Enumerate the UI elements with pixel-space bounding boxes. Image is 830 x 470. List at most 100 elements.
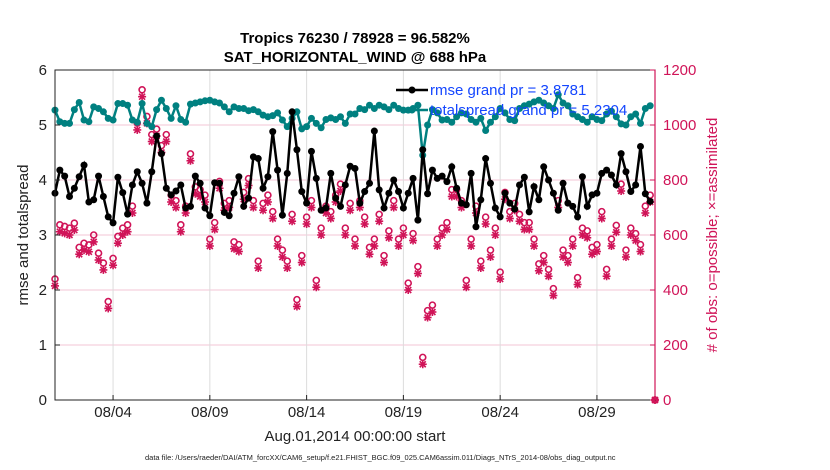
assimilated-marker bbox=[636, 247, 645, 256]
possible-marker bbox=[530, 235, 538, 243]
x-tick-label: 08/14 bbox=[288, 404, 326, 421]
totalspread-point bbox=[157, 96, 165, 104]
totalspread-point bbox=[75, 98, 83, 106]
asterisk-stroke bbox=[346, 206, 354, 214]
possible-marker bbox=[172, 196, 180, 205]
assimilated-marker bbox=[254, 264, 263, 272]
rmse-point bbox=[520, 173, 528, 181]
possible-marker bbox=[351, 235, 359, 243]
totalspread-point bbox=[293, 108, 301, 116]
grid bbox=[55, 70, 655, 400]
possible-marker bbox=[486, 246, 495, 254]
rmse-point bbox=[90, 196, 98, 204]
rmse-point bbox=[375, 186, 383, 194]
asterisk-stroke bbox=[182, 209, 190, 217]
asterisk-stroke bbox=[133, 126, 141, 134]
assimilated-marker bbox=[617, 187, 626, 195]
assimilated-marker bbox=[621, 253, 630, 261]
asterisk-stroke bbox=[390, 203, 398, 212]
assimilated-marker bbox=[84, 247, 93, 256]
rmse-point bbox=[380, 204, 388, 212]
possible-marker bbox=[433, 235, 442, 243]
assimilated-marker bbox=[476, 264, 485, 272]
possible-marker bbox=[443, 218, 451, 227]
y-tick-label: 5 bbox=[39, 117, 47, 134]
possible-marker bbox=[573, 273, 582, 282]
possible-marker bbox=[564, 251, 572, 260]
rmse-point bbox=[191, 172, 199, 180]
asterisk-stroke bbox=[491, 231, 499, 239]
possible-marker bbox=[109, 254, 117, 263]
asterisk-stroke bbox=[177, 228, 185, 236]
asterisk-stroke bbox=[365, 250, 374, 258]
asterisk-stroke bbox=[569, 242, 577, 250]
possible-marker bbox=[520, 218, 529, 227]
rmse-point bbox=[448, 163, 456, 171]
possible-marker bbox=[559, 246, 567, 254]
asterisk-stroke bbox=[574, 280, 582, 289]
asterisk-stroke bbox=[283, 264, 291, 272]
possible-marker bbox=[99, 259, 108, 267]
legend-rmse-label: rmse grand pr = 3.8781 bbox=[430, 82, 586, 99]
y-tick-label: 4 bbox=[39, 172, 47, 189]
possible-marker bbox=[593, 240, 601, 249]
possible-marker bbox=[114, 232, 122, 241]
rmse-point bbox=[143, 199, 151, 207]
assimilated-marker bbox=[607, 242, 616, 250]
rmse-point bbox=[477, 196, 485, 204]
rmse-point bbox=[511, 205, 519, 213]
assimilated-marker bbox=[186, 156, 195, 165]
rmse-point bbox=[230, 189, 238, 197]
assimilated-marker bbox=[583, 233, 592, 242]
y-tick-label: 2 bbox=[39, 282, 47, 299]
possible-marker bbox=[641, 202, 650, 210]
rmse-point bbox=[395, 188, 403, 196]
assimilated-marker bbox=[380, 258, 389, 267]
rmse-point bbox=[351, 164, 359, 172]
x-tick-label: 08/04 bbox=[94, 404, 132, 421]
rmse-point bbox=[293, 146, 301, 154]
assimilated-marker bbox=[283, 264, 292, 272]
y-axis-right-label: # of obs: o=possible; ×=assimilated bbox=[704, 118, 721, 353]
totalspread-point bbox=[172, 102, 180, 110]
rmse-point bbox=[157, 150, 165, 158]
assimilated-marker bbox=[597, 214, 606, 223]
rmse-point bbox=[501, 189, 509, 197]
possible-marker bbox=[399, 224, 408, 232]
rmse-point bbox=[341, 181, 349, 189]
rmse-point bbox=[75, 173, 83, 181]
legend-spread-marker bbox=[408, 106, 416, 114]
rmse-point bbox=[496, 213, 504, 221]
totalspread-point bbox=[482, 127, 490, 134]
rmse-point bbox=[491, 204, 499, 212]
totalspread-point bbox=[307, 114, 315, 122]
asterisk-stroke bbox=[104, 304, 112, 312]
totalspread-point bbox=[564, 102, 572, 110]
possible-marker bbox=[85, 241, 93, 249]
assimilated-marker bbox=[530, 242, 539, 250]
assimilated-marker bbox=[563, 258, 572, 267]
assimilated-marker bbox=[302, 220, 311, 228]
asterisk-stroke bbox=[351, 242, 359, 250]
asterisk-stroke bbox=[235, 247, 243, 256]
possible-marker bbox=[317, 224, 325, 232]
totalspread-point bbox=[70, 106, 78, 114]
rmse-point bbox=[56, 166, 64, 174]
possible-marker bbox=[312, 276, 321, 285]
chart-title: Tropics 76230 / 78928 = 96.582% bbox=[240, 30, 470, 47]
assimilated-marker bbox=[138, 92, 147, 101]
rmse-point bbox=[361, 188, 369, 196]
totalspread-point bbox=[501, 109, 509, 117]
assimilated-marker bbox=[384, 233, 393, 242]
totalspread-point bbox=[612, 113, 620, 121]
possible-marker bbox=[535, 260, 543, 268]
assimilated-marker bbox=[365, 250, 374, 259]
rmse-point bbox=[225, 212, 233, 220]
asterisk-stroke bbox=[317, 231, 325, 239]
totalspread-point bbox=[607, 107, 615, 115]
asterisk-stroke bbox=[419, 360, 427, 368]
y-right-tick-label: 600 bbox=[663, 227, 688, 244]
possible-marker bbox=[477, 257, 485, 265]
y-right-tick-label: 1200 bbox=[663, 62, 696, 79]
rmse-point bbox=[404, 189, 412, 197]
